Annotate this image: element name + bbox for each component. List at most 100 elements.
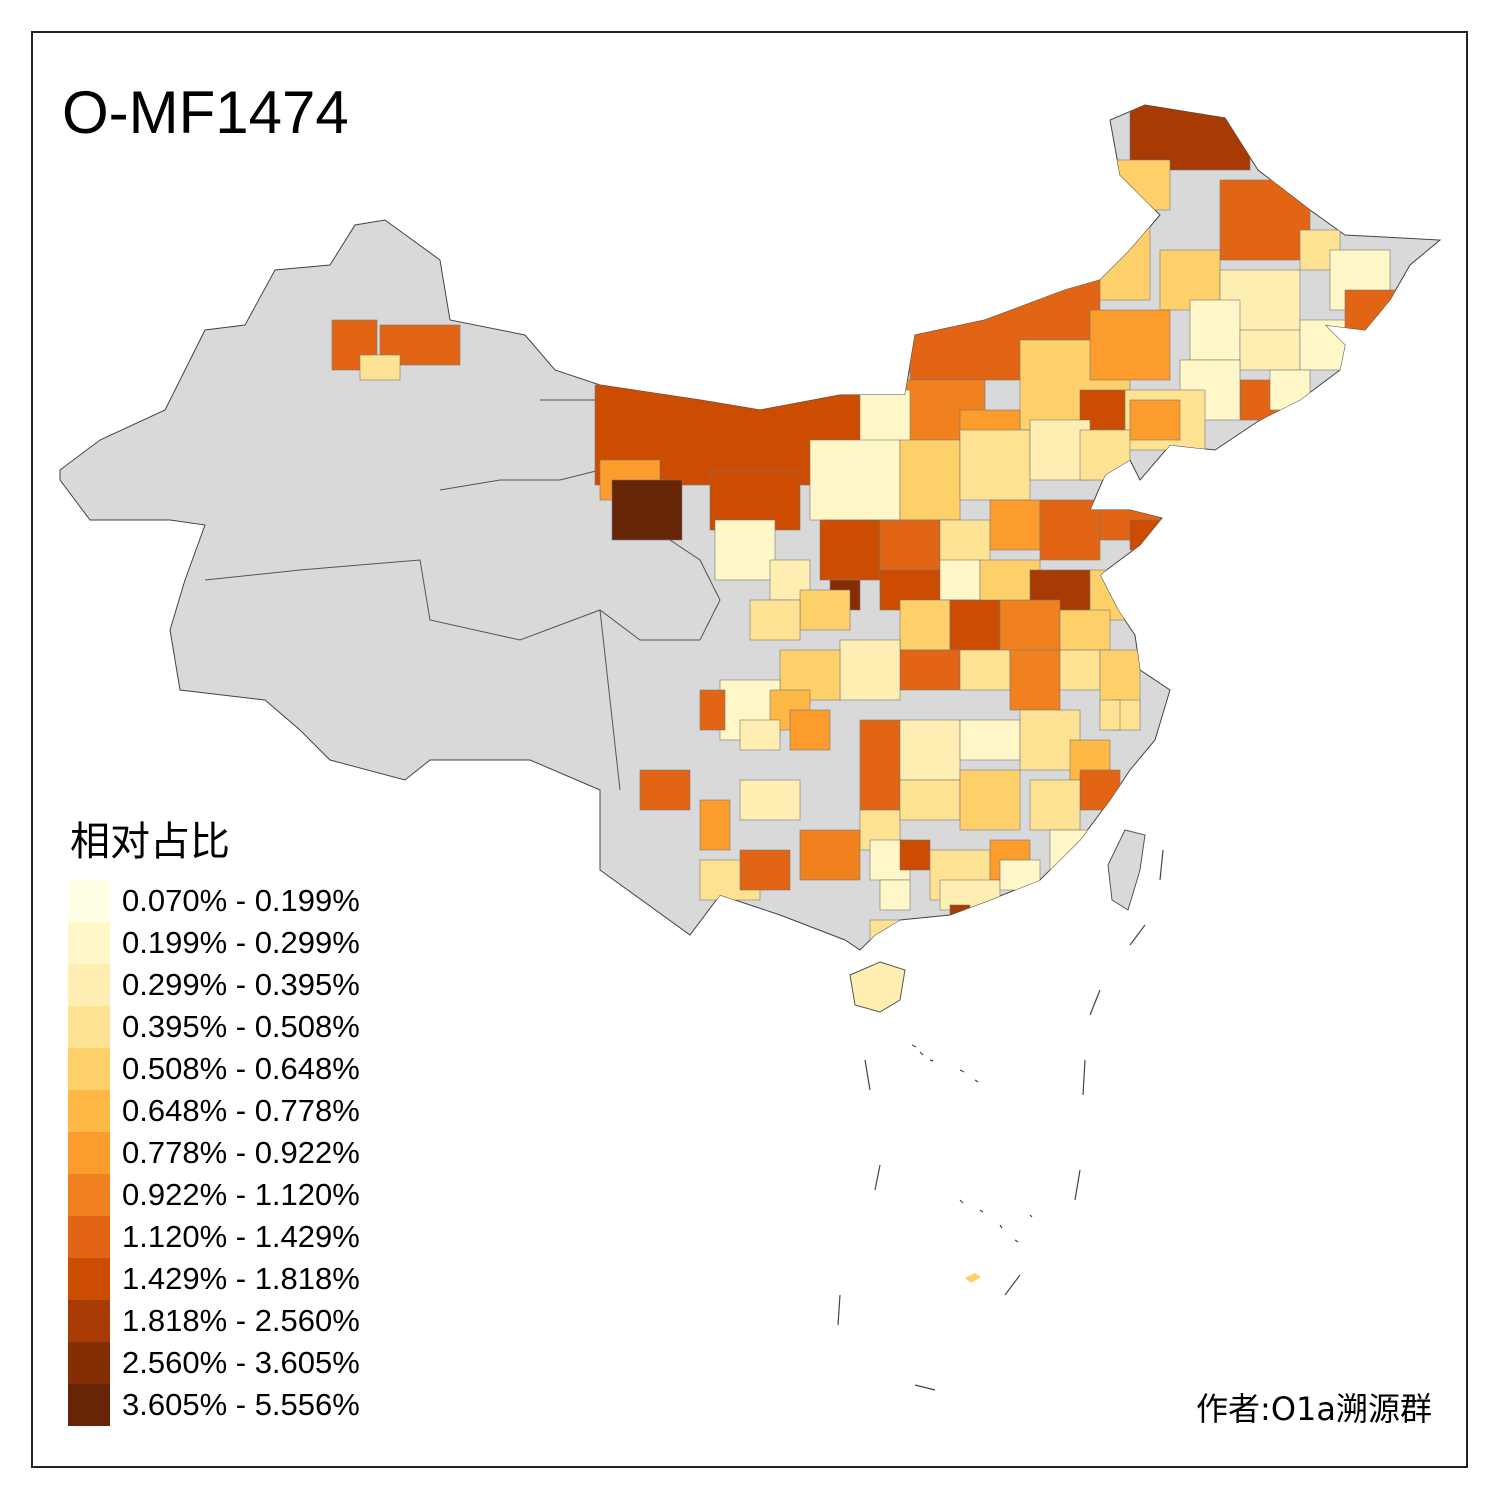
legend-item: 2.560% - 3.605%	[68, 1342, 360, 1384]
hainan-island	[849, 961, 906, 1013]
legend-label: 1.429% - 1.818%	[122, 1261, 360, 1296]
legend-label: 3.605% - 5.556%	[122, 1387, 360, 1422]
legend-label: 0.648% - 0.778%	[122, 1093, 360, 1128]
legend-item: 0.508% - 0.648%	[68, 1048, 360, 1090]
legend-label: 1.818% - 2.560%	[122, 1303, 360, 1338]
map-region	[949, 904, 971, 921]
south-sea-islands	[837, 849, 1164, 1391]
map-region	[959, 719, 1021, 761]
legend-label: 0.922% - 1.120%	[122, 1177, 360, 1212]
map-region	[1099, 699, 1121, 731]
map-region	[1079, 769, 1121, 811]
legend-swatch	[68, 1216, 110, 1258]
map-region	[1059, 649, 1101, 691]
map-region	[1219, 179, 1311, 261]
author-credit: 作者:O1a溯源群	[1196, 1390, 1432, 1428]
map-region	[1089, 309, 1171, 381]
map-region	[899, 839, 931, 871]
map-region	[899, 719, 961, 781]
map-region	[819, 519, 881, 581]
map-region	[1059, 609, 1111, 651]
legend-swatch	[68, 1174, 110, 1216]
legend-swatch	[68, 1300, 110, 1342]
map-region	[1129, 519, 1161, 551]
map-region	[799, 589, 851, 631]
legend-swatch	[68, 1342, 110, 1384]
map-region	[869, 919, 901, 950]
map-region	[879, 879, 911, 911]
south-sea-island-colored	[965, 1273, 981, 1283]
legend-label: 0.778% - 0.922%	[122, 1135, 360, 1170]
legend-items: 0.070% - 0.199% 0.199% - 0.299% 0.299% - 0…	[68, 880, 360, 1426]
map-region	[809, 439, 901, 521]
map-region	[1029, 779, 1081, 831]
legend-swatch	[68, 922, 110, 964]
map-region	[699, 689, 726, 731]
legend-item: 0.299% - 0.395%	[68, 964, 360, 1006]
legend-swatch	[68, 964, 110, 1006]
map-region	[959, 429, 1031, 501]
map-region	[749, 599, 801, 641]
map-region	[939, 559, 981, 601]
map-region	[859, 719, 901, 811]
legend-swatch	[68, 1048, 110, 1090]
map-region	[999, 859, 1041, 891]
map-region	[1129, 105, 1251, 171]
legend-title: 相对占比	[70, 819, 230, 865]
map-region	[1009, 189, 1151, 301]
map-region	[611, 479, 683, 541]
map-region	[739, 849, 791, 891]
map-region	[1079, 429, 1131, 481]
legend-item: 1.120% - 1.429%	[68, 1216, 360, 1258]
legend-swatch	[68, 880, 110, 922]
legend-label: 0.299% - 0.395%	[122, 967, 360, 1002]
legend-item: 0.648% - 0.778%	[68, 1090, 360, 1132]
legend-label: 1.120% - 1.429%	[122, 1219, 360, 1254]
legend-item: 0.199% - 0.299%	[68, 922, 360, 964]
map-region	[949, 599, 1001, 651]
map-region	[899, 599, 951, 651]
map-region	[739, 779, 801, 821]
legend-item: 1.429% - 1.818%	[68, 1258, 360, 1300]
legend-swatch	[68, 1006, 110, 1048]
map-region	[739, 719, 781, 751]
legend-item: 0.395% - 0.508%	[68, 1006, 360, 1048]
map-region	[959, 769, 1021, 831]
map-region	[699, 799, 731, 851]
map-region	[899, 779, 961, 821]
legend-swatch	[68, 1090, 110, 1132]
map-title: O-MF1474	[62, 79, 349, 146]
legend-swatch	[68, 1258, 110, 1300]
taiwan-island	[1107, 829, 1146, 911]
map-region	[1344, 289, 1401, 331]
legend-label: 0.395% - 0.508%	[122, 1009, 360, 1044]
map-region	[799, 829, 861, 881]
legend-swatch	[68, 1132, 110, 1174]
legend-label: 0.070% - 0.199%	[122, 883, 360, 918]
map-region	[359, 354, 401, 381]
legend-item: 0.778% - 0.922%	[68, 1132, 360, 1174]
map-region	[789, 709, 831, 751]
map-region	[1239, 329, 1301, 371]
legend-swatch	[68, 1384, 110, 1426]
map-region	[1049, 829, 1091, 871]
legend: 相对占比 0.070% - 0.199% 0.199% - 0.299% 0.299…	[68, 818, 360, 1426]
legend-item: 3.605% - 5.556%	[68, 1384, 360, 1426]
map-region	[1009, 649, 1061, 711]
map-region	[959, 649, 1011, 691]
map-region	[639, 769, 691, 811]
map-region	[1129, 399, 1181, 441]
map-region	[839, 639, 901, 701]
legend-item: 0.070% - 0.199%	[68, 880, 360, 922]
legend-label: 2.560% - 3.605%	[122, 1345, 360, 1380]
legend-item: 1.818% - 2.560%	[68, 1300, 360, 1342]
map-region	[899, 649, 961, 691]
map-region	[1269, 369, 1311, 411]
legend-label: 0.508% - 0.648%	[122, 1051, 360, 1086]
legend-item: 0.922% - 1.120%	[68, 1174, 360, 1216]
map-region	[1039, 499, 1101, 561]
legend-label: 0.199% - 0.299%	[122, 925, 360, 960]
map-region	[899, 439, 961, 521]
map-region	[989, 499, 1041, 551]
